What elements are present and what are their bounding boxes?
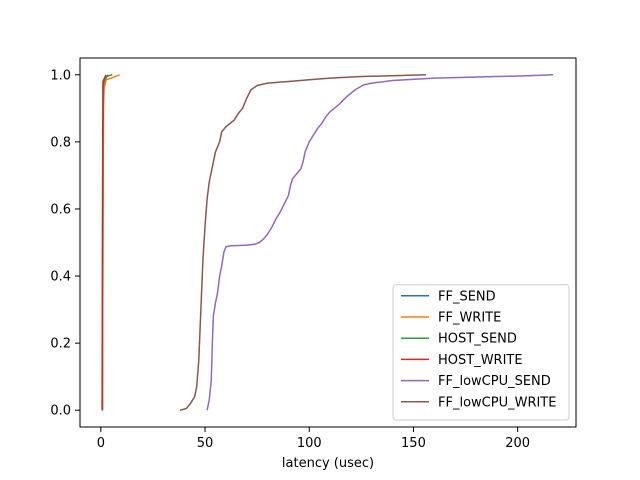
legend-box: [392, 284, 570, 421]
plot-frame: [79, 57, 577, 428]
x-axis-label: latency (usec): [282, 456, 374, 471]
x-tick-label: 0: [97, 436, 105, 451]
y-tick-label: 0.0: [50, 404, 71, 419]
y-tick-label: 0.2: [50, 337, 71, 352]
x-tick-label: 150: [401, 436, 426, 451]
series-lines: [101, 74, 554, 411]
legend-label: HOST_WRITE: [438, 353, 523, 368]
series-line-ff-lowcpu-send: [206, 74, 554, 411]
x-tick-label: 100: [297, 436, 322, 451]
series-line-host-send: [101, 74, 113, 411]
y-tick-label: 1.0: [50, 68, 71, 83]
legend-label: HOST_SEND: [438, 332, 517, 347]
legend-label: FF_lowCPU_WRITE: [438, 395, 556, 410]
x-tick-label: 50: [197, 436, 214, 451]
series-line-ff-write: [101, 74, 120, 411]
x-tick-label: 200: [505, 436, 530, 451]
y-axis-ticks: 0.0 0.2 0.4 0.6 0.8 1.0: [50, 68, 80, 419]
series-line-ff-lowcpu-write: [179, 74, 426, 411]
series-line-host-write: [101, 74, 107, 411]
y-tick-label: 0.8: [50, 135, 71, 150]
y-tick-label: 0.4: [50, 270, 71, 285]
legend-label: FF_WRITE: [438, 311, 501, 326]
legend-label: FF_lowCPU_SEND: [438, 374, 551, 389]
y-tick-label: 0.6: [50, 202, 71, 217]
legend-label: FF_SEND: [438, 289, 496, 304]
x-axis-ticks: 0 50 100 150 200: [97, 427, 530, 451]
legend: FF_SEND FF_WRITE HOST_SEND HOST_WRITE FF_low…: [392, 284, 570, 421]
